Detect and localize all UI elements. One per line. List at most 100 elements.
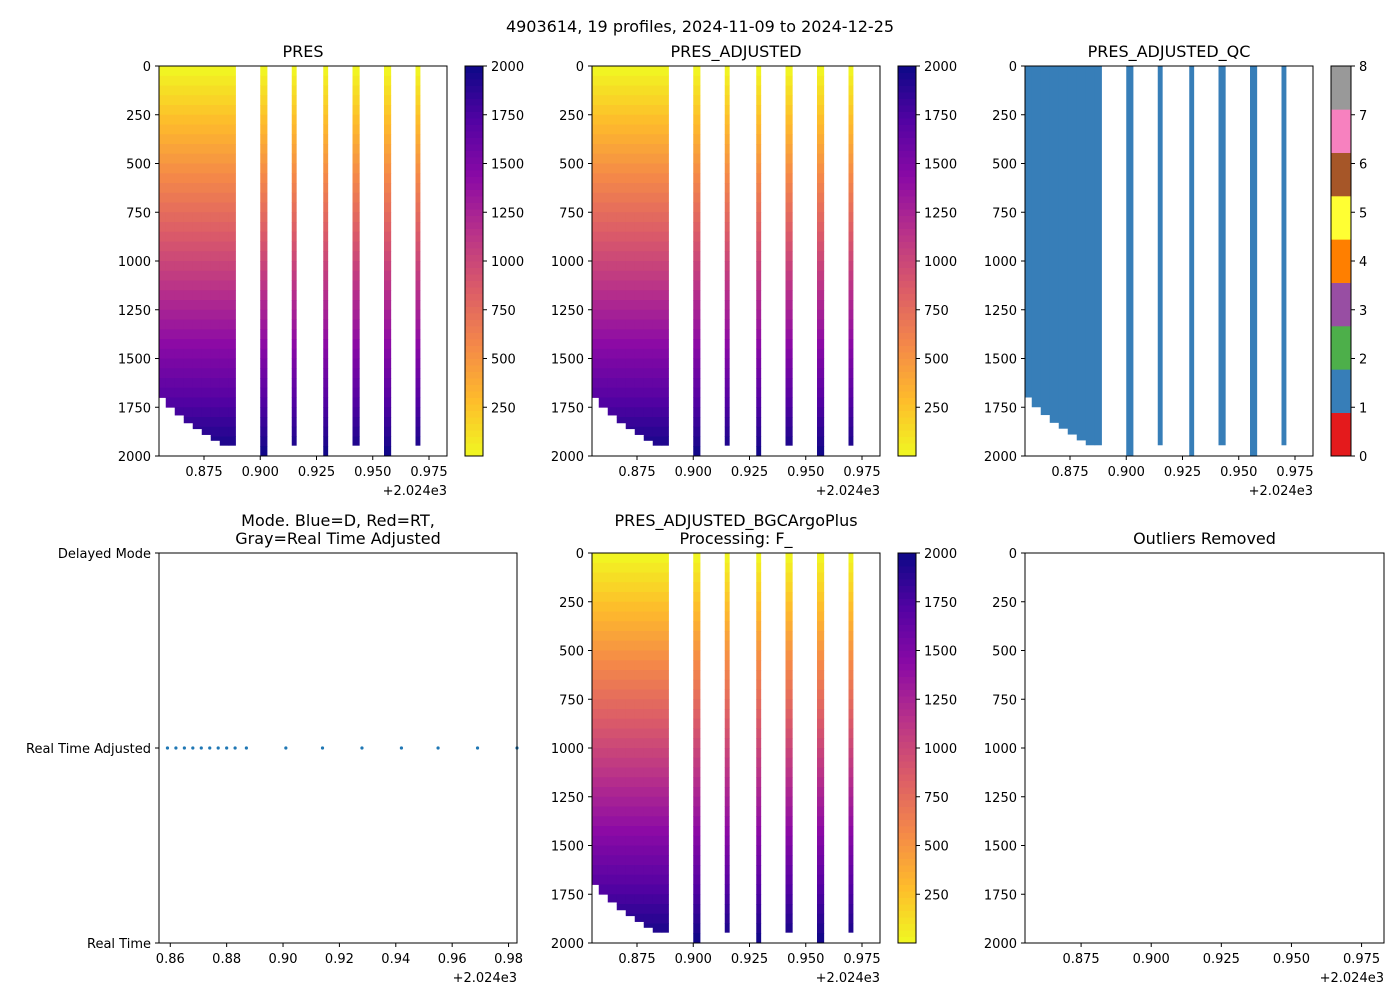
pres_adj-colorbar-segment [898, 352, 916, 359]
pres_adj-cell [607, 66, 618, 77]
pres-cell [291, 251, 297, 262]
bgc-ytick-label: 750 [559, 693, 584, 708]
bgc-cell [634, 611, 645, 622]
pres-colorbar-segment [465, 332, 483, 340]
pres_adj-cell [592, 153, 600, 164]
bgc-cell [625, 670, 636, 681]
pres_adj-cell [661, 309, 669, 320]
pres-cell [165, 192, 176, 203]
mode-point [208, 746, 212, 750]
pres_adj-colorbar-segment [898, 371, 916, 379]
pres-cell [228, 329, 236, 340]
pres_adj-cell [607, 378, 618, 389]
bgc-cell [598, 611, 609, 622]
pres-cell [183, 75, 194, 86]
pres_adj-cell [785, 134, 793, 145]
pres-cell [159, 105, 167, 116]
pres_adj-cell [634, 270, 645, 281]
pres-cell [228, 153, 236, 164]
bgc-cell [756, 621, 762, 632]
bgc-cell [607, 865, 618, 876]
pres-colorbar-segment [465, 384, 483, 392]
mode-title-line: Gray=Real Time Adjusted [235, 529, 441, 548]
pres_adj-cell [756, 183, 762, 194]
pres_adj-cell [756, 66, 762, 77]
pres-colorbar-tick-label: 1750 [491, 109, 524, 124]
pres-cell [228, 231, 236, 242]
bgc-cell [616, 738, 627, 749]
pres-cell [291, 339, 297, 350]
bgc-cell [634, 718, 645, 729]
bgc-cell [817, 611, 825, 622]
bgc-cell [652, 640, 663, 651]
pres_adj-cell [634, 339, 645, 350]
pres-cell [201, 290, 212, 301]
pres_adj-cell [592, 231, 600, 242]
pres_adj_qc-colorbar-tick-label: 0 [1359, 450, 1367, 465]
bgc-cell [652, 562, 663, 573]
bgc-cell [625, 806, 636, 817]
bgc-cell [616, 874, 627, 885]
pres_adj-cell [817, 309, 825, 320]
bgc-cell [817, 777, 825, 788]
bgc-cell [598, 787, 609, 798]
bgc-cell [592, 709, 600, 720]
bgc-cell [625, 582, 636, 593]
pres-cell [323, 300, 329, 311]
pres-cell [210, 144, 221, 155]
pres_adj-colorbar-segment [898, 72, 916, 80]
pres-cell [323, 397, 329, 408]
bgc-cell [817, 601, 825, 612]
pres-cell [352, 270, 360, 281]
pres_adj-cell [607, 270, 618, 281]
pres-cell [174, 222, 185, 233]
bgc-cell [661, 553, 669, 564]
pres-cell [415, 95, 421, 106]
pres_adj-cell [785, 329, 793, 340]
pres-cell [352, 300, 360, 311]
pres_adj_qc-profile [1049, 66, 1060, 423]
pres-cell [159, 261, 167, 272]
pres-cell [174, 144, 185, 155]
pres-colorbar-tick-label: 1500 [491, 158, 524, 173]
bgc-cell [592, 738, 600, 749]
pres_adj-cell [848, 358, 854, 369]
bgc-cell [724, 738, 730, 749]
mode-xtick-label: 0.92 [325, 952, 354, 967]
bgc-cell [693, 787, 701, 798]
bgc-cell [785, 631, 793, 642]
pres-cell [384, 270, 392, 281]
pres_adj-cell [693, 192, 701, 203]
bgc-cell [661, 572, 669, 583]
pres_adj-cell [848, 290, 854, 301]
pres_adj-colorbar-segment [898, 306, 916, 314]
bgc-cell [643, 718, 654, 729]
pres-profile [291, 66, 297, 446]
pres_adj-profile [592, 66, 600, 398]
mode-point [191, 746, 195, 750]
pres-cell [174, 251, 185, 262]
bgc-cell [616, 709, 627, 720]
pres_adj_qc-profile [1094, 66, 1102, 446]
pres-cell [260, 407, 268, 418]
pres-cell [219, 378, 230, 389]
pres-cell [291, 387, 297, 398]
pres_adj-cell [607, 173, 618, 184]
pres-cell [291, 319, 297, 330]
pres-cell [352, 153, 360, 164]
bgc-cell [756, 611, 762, 622]
pres-cell [219, 417, 230, 428]
bgc-cell [598, 738, 609, 749]
bgc-cell [598, 865, 609, 876]
bgc-cell [756, 855, 762, 866]
pres_adj-ytick-label: 1750 [551, 401, 584, 416]
bgc-cell [817, 904, 825, 915]
bgc-cell [652, 767, 663, 778]
pres_adj-cell [693, 436, 701, 447]
pres-cell [352, 417, 360, 428]
pres_adj-cell [616, 95, 627, 106]
bgc-cell [607, 855, 618, 866]
pres_adj-cell [616, 105, 627, 116]
